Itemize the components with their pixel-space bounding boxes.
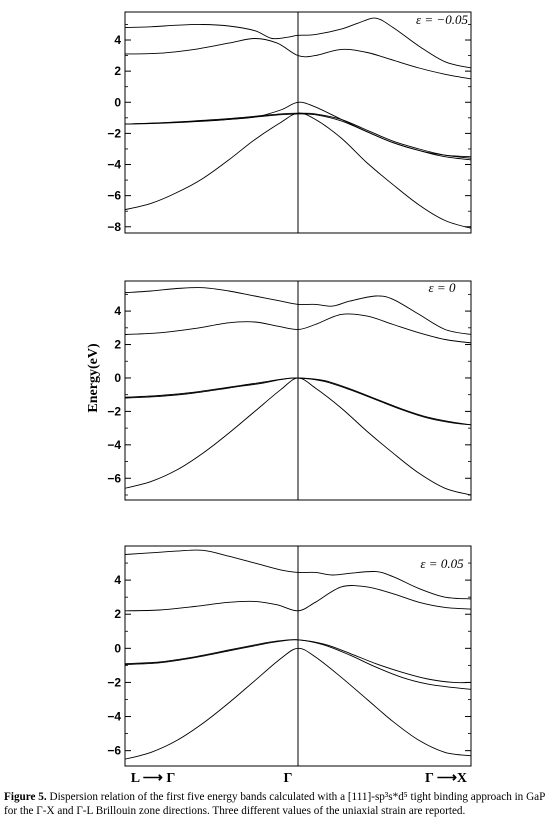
x-tick-labels: L ⟶ Γ Γ Γ ⟶X xyxy=(131,771,467,786)
x-tick-label: Γ xyxy=(284,771,293,786)
strain-annotation: ε = 0 xyxy=(429,280,456,295)
band-line-4 xyxy=(124,585,472,612)
y-tick-label: 4 xyxy=(114,33,121,47)
strain-annotation: ε = 0.05 xyxy=(420,556,464,571)
y-tick-label: 4 xyxy=(114,304,121,318)
band-line-3 xyxy=(124,112,472,159)
y-tick-label: 4 xyxy=(114,573,121,587)
caption-text: Dispersion relation of the first five en… xyxy=(4,791,545,817)
x-tick-label: L ⟶ Γ xyxy=(131,771,176,786)
band-line-5 xyxy=(124,549,472,600)
band-line-4 xyxy=(124,101,472,158)
y-tick-label: −4 xyxy=(107,438,121,452)
panel-strain-positive: 4 2 0 −2 −4 −6 ε = 0.05 xyxy=(107,545,472,767)
y-tick-label: −2 xyxy=(107,675,121,689)
caption-label: Figure 5. xyxy=(4,791,47,803)
panel-strain-negative: 4 2 0 −2 −4 −6 −8 ε = −0.05 xyxy=(107,11,472,234)
band-line-4 xyxy=(124,313,472,344)
figure-caption: Figure 5. Dispersion relation of the fir… xyxy=(4,790,556,818)
y-tick-label: −6 xyxy=(107,189,121,203)
y-tick-label: −4 xyxy=(107,710,121,724)
band-line-3 xyxy=(124,639,472,690)
band-line-5 xyxy=(124,38,472,80)
band-line-6 xyxy=(124,17,472,69)
y-tick-label: −2 xyxy=(107,404,121,418)
y-tick-label: 0 xyxy=(114,641,121,655)
y-tick-label: −6 xyxy=(107,471,121,485)
band-line-5 xyxy=(124,287,472,335)
y-tick-label: 0 xyxy=(114,95,121,109)
y-tick-label: 2 xyxy=(114,64,121,78)
band-structure-figure: 4 2 0 −2 −4 −6 −8 ε = −0.05 4 2 0 −2 −4 −6 ε = 0 4 2 0 −… xyxy=(86,11,472,786)
band-line-3 xyxy=(124,377,472,426)
y-tick-label: −4 xyxy=(107,158,121,172)
y-axis-label: Energy(eV) xyxy=(86,343,101,413)
strain-annotation: ε = −0.05 xyxy=(416,12,468,27)
y-tick-label: −2 xyxy=(107,126,121,140)
y-tick-label: 0 xyxy=(114,371,121,385)
y-tick-label: 2 xyxy=(114,607,121,621)
panel-strain-zero: 4 2 0 −2 −4 −6 ε = 0 xyxy=(107,280,472,501)
band-line-1 xyxy=(124,647,472,760)
y-tick-label: −6 xyxy=(107,744,121,758)
y-tick-label: −8 xyxy=(107,220,121,234)
y-tick-label: 2 xyxy=(114,338,121,352)
x-tick-label: Γ ⟶X xyxy=(425,771,467,786)
